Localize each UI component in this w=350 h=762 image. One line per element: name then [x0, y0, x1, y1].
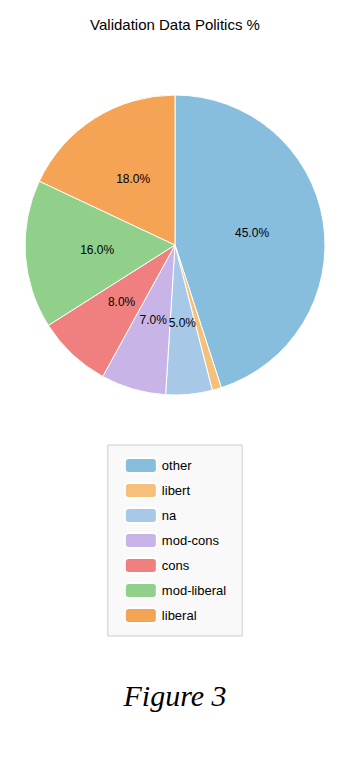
svg-text:other: other	[162, 458, 192, 473]
svg-text:Figure 3: Figure 3	[122, 679, 226, 712]
svg-text:liberal: liberal	[162, 608, 197, 623]
svg-text:libert: libert	[162, 483, 191, 498]
svg-text:45.0%: 45.0%	[235, 226, 269, 240]
svg-text:18.0%: 18.0%	[116, 172, 150, 186]
svg-text:16.0%: 16.0%	[80, 243, 114, 257]
svg-text:mod-cons: mod-cons	[162, 533, 220, 548]
svg-text:Validation Data Politics %: Validation Data Politics %	[90, 16, 260, 33]
svg-text:8.0%: 8.0%	[108, 295, 136, 309]
svg-text:7.0%: 7.0%	[140, 313, 168, 327]
svg-text:na: na	[162, 508, 177, 523]
svg-text:5.0%: 5.0%	[169, 316, 197, 330]
svg-text:mod-liberal: mod-liberal	[162, 583, 226, 598]
svg-text:cons: cons	[162, 558, 190, 573]
